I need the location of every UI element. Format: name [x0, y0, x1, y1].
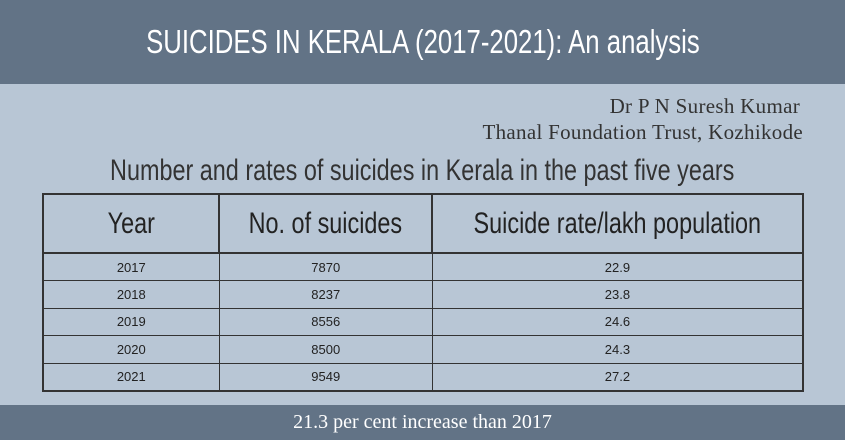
year-cell: 2021	[42, 362, 220, 391]
table-row: 2018 8237 23.8	[42, 280, 804, 309]
suicides-cell: 7870	[218, 252, 433, 281]
table-row: 2017 7870 22.9	[42, 252, 804, 281]
title-banner: SUICIDES IN KERALA (2017-2021): An analy…	[0, 0, 845, 84]
suicides-cell: 9549	[218, 362, 433, 391]
table-header-row: Year No. of suicides Suicide rate/lakh p…	[41, 193, 804, 254]
table-row: 2021 9549 27.2	[42, 362, 804, 391]
suicide-data-table: Year No. of suicides Suicide rate/lakh p…	[41, 193, 804, 392]
suicides-cell: 8556	[218, 307, 433, 336]
rate-cell: 24.3	[431, 335, 804, 364]
author-name: Dr P N Suresh Kumar	[609, 94, 800, 118]
table-row: 2019 8556 24.6	[42, 307, 804, 336]
rate-cell: 24.6	[431, 307, 804, 336]
rate-cell: 22.9	[431, 252, 804, 281]
column-header-year: Year	[41, 193, 221, 254]
footer-banner: 21.3 per cent increase than 2017	[0, 405, 845, 440]
page-title: SUICIDES IN KERALA (2017-2021): An analy…	[145, 23, 700, 60]
suicides-cell: 8237	[218, 280, 433, 309]
rate-cell: 27.2	[431, 362, 804, 391]
year-cell: 2020	[42, 335, 220, 364]
year-cell: 2019	[42, 307, 220, 336]
rate-cell: 23.8	[431, 280, 804, 309]
year-cell: 2018	[42, 280, 220, 309]
column-header-rate: Suicide rate/lakh population	[431, 193, 804, 254]
column-header-suicides: No. of suicides	[218, 193, 434, 254]
year-cell: 2017	[42, 252, 220, 281]
suicides-cell: 8500	[218, 335, 433, 364]
table-caption: Number and rates of suicides in Kerala i…	[110, 154, 735, 187]
author-organization: Thanal Foundation Trust, Kozhikode	[482, 120, 803, 144]
table-row: 2020 8500 24.3	[42, 335, 804, 364]
